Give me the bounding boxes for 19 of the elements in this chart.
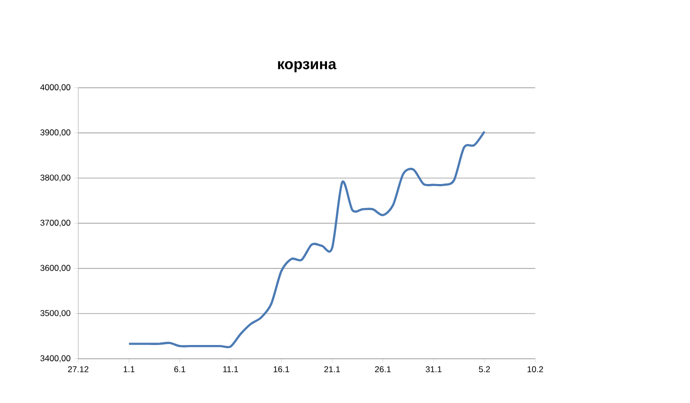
x-tick-label: 26.1 (375, 366, 391, 372)
x-tick-label: 11.1 (223, 366, 238, 372)
x-tick-label: 6.1 (174, 366, 186, 372)
x-tick-label: 21.1 (324, 366, 340, 372)
x-tick-label: 10.2 (528, 366, 544, 372)
y-tick-label: 3900,00 (40, 129, 70, 136)
y-tick-label: 3500,00 (40, 310, 70, 318)
y-tick-label: 3400,00 (40, 355, 70, 362)
y-tick-label: 4000,00 (40, 84, 70, 92)
x-tick-label: 16.1 (274, 366, 290, 372)
line-series (128, 130, 486, 348)
chart-title: корзина (278, 61, 336, 72)
x-tick-label: 5.2 (478, 366, 490, 372)
y-tick-label: 3800,00 (40, 174, 70, 182)
x-tick-label: 31.1 (426, 366, 442, 372)
x-tick-label: 27.12 (68, 366, 88, 372)
y-tick-label: 3600,00 (40, 264, 70, 272)
x-tick-label: 1.1 (124, 366, 134, 372)
y-tick-label: 3700,00 (40, 220, 70, 227)
